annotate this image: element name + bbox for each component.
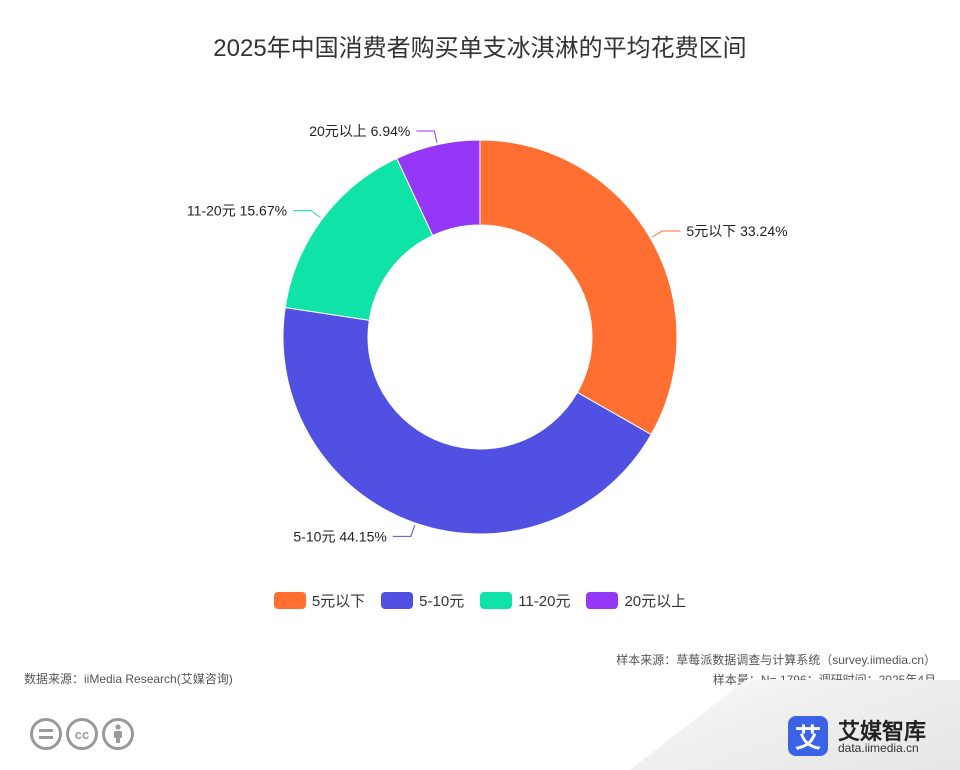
leader-line-1 [392, 524, 416, 537]
sample-source: 样本来源：草莓派数据调查与计算系统（survey.iimedia.cn） [616, 653, 936, 667]
legend-item-0[interactable]: 5元以下 [273, 590, 366, 611]
legend-swatch-0 [273, 592, 306, 609]
brand-logo-icon: 艾 [788, 716, 828, 756]
chart-legend: 5元以下 5-10元 11-20元 20元以上 [0, 590, 960, 611]
legend-item-1[interactable]: 5-10元 [381, 590, 464, 611]
slice-3[interactable] [396, 139, 481, 237]
legend-label-1: 5-10元 [419, 593, 465, 610]
legend-label-2: 11-20元 [518, 593, 571, 610]
brand-name: 艾媒智库 [838, 719, 927, 744]
legend-swatch-1 [381, 592, 414, 609]
cc-icon: cc [66, 718, 98, 750]
legend-swatch-3 [586, 592, 619, 609]
chart-title: 2025年中国消费者购买单支冰淇淋的平均花费区间 [213, 35, 747, 62]
data-label-3: 20元以上 6.94% [309, 123, 410, 139]
brand-url: data.iimedia.cn [838, 741, 919, 755]
license-icons: cc [30, 718, 134, 750]
data-label-2: 11-20元 15.67% [187, 203, 287, 219]
data-label-0: 5元以下 33.24% [686, 223, 787, 239]
legend-item-3[interactable]: 20元以上 [586, 590, 686, 611]
cc-person-icon [102, 718, 134, 750]
legend-item-2[interactable]: 11-20元 [480, 590, 570, 611]
cc-equals-icon [30, 718, 62, 750]
data-source-note: 数据来源：iiMedia Research(艾媒咨询) [24, 672, 233, 686]
leader-line-2 [293, 210, 321, 219]
leader-line-3 [416, 130, 438, 143]
legend-label-3: 20元以上 [624, 593, 687, 610]
data-label-1: 5-10元 44.15% [293, 528, 386, 544]
slice-0[interactable] [479, 139, 678, 436]
donut-chart: 5元以下 33.24% 5-10元 44.15% 11-20元 15.67% 20元以… [187, 123, 788, 544]
legend-label-0: 5元以下 [311, 593, 366, 610]
leader-line-0 [651, 230, 681, 238]
slice-1[interactable] [282, 306, 652, 535]
legend-swatch-2 [480, 592, 513, 609]
